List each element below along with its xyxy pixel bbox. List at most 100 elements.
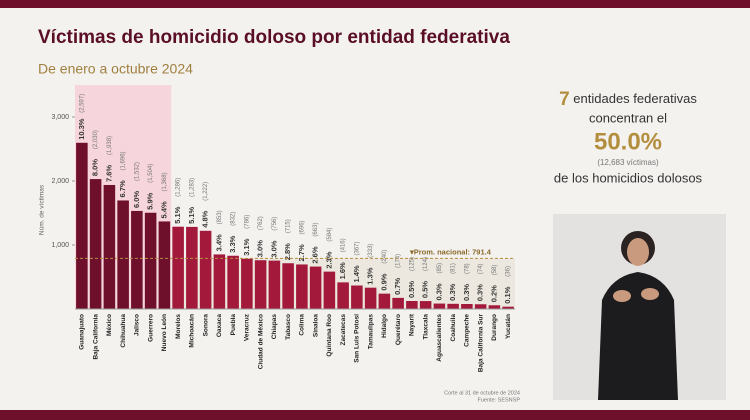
bar	[254, 260, 267, 309]
percent-label: 7.6%	[104, 165, 113, 182]
percent-label: 2.7%	[297, 244, 306, 261]
x-tick-label: San Luis Potosí	[354, 314, 361, 363]
value-label: (696)	[299, 220, 305, 234]
bar	[131, 210, 143, 309]
bar	[488, 305, 501, 309]
bar	[172, 226, 184, 309]
percent-label: 10.3%	[77, 118, 86, 140]
y-tick-label: 3,000	[51, 114, 69, 121]
value-label: (1,696)	[121, 151, 127, 170]
bar	[502, 306, 514, 309]
bar	[76, 142, 88, 309]
x-tick-label: Tamaulipas	[367, 314, 374, 350]
x-tick-label: Yucatán	[505, 314, 512, 339]
percent-label: 3.4%	[214, 234, 223, 251]
x-tick-label: Michoacán	[189, 314, 196, 348]
value-label: (78)	[464, 263, 470, 274]
bar	[378, 293, 391, 309]
percent-label: 3.0%	[256, 240, 265, 257]
value-label: (2,597)	[79, 94, 85, 113]
percent-label: 1.3%	[366, 267, 375, 284]
bar	[296, 264, 308, 309]
side-text: concentran el	[589, 110, 667, 125]
bar	[117, 200, 129, 309]
percent-label: 0.9%	[379, 273, 388, 290]
bar	[158, 221, 171, 309]
bar	[447, 303, 459, 309]
value-label: (240)	[382, 250, 388, 264]
x-tick-label: Hidalgo	[381, 314, 388, 338]
x-tick-label: Aguascalientes	[436, 314, 443, 362]
value-label: (853)	[217, 210, 223, 224]
percent-label: 0.3%	[462, 284, 471, 301]
percent-label: 2.8%	[283, 243, 292, 260]
percent-label: 3.0%	[269, 240, 278, 257]
percent-label: 8.0%	[91, 159, 100, 176]
bar	[309, 266, 322, 309]
percent-label: 2.6%	[311, 246, 320, 263]
bar	[406, 301, 418, 309]
side-share: 50.0%	[594, 128, 662, 155]
value-label: (1,504)	[148, 164, 154, 183]
x-tick-label: Sonora	[202, 314, 209, 337]
x-tick-label: Chihuahua	[120, 314, 127, 348]
value-label: (2,030)	[93, 130, 99, 149]
bar	[364, 287, 377, 309]
bar	[323, 271, 336, 309]
value-label: (715)	[286, 219, 292, 233]
x-tick-label: Baja California Sur	[477, 314, 484, 373]
side-text: de los homicidios dolosos	[554, 170, 703, 185]
side-text: entidades federativas	[573, 91, 697, 106]
x-tick-label: Nuevo León	[161, 314, 168, 351]
note: Fuente: SESNSP	[478, 397, 521, 403]
chart-title: Víctimas de homicidio doloso por entidad…	[38, 27, 510, 48]
percent-label: 5.1%	[187, 206, 196, 223]
percent-label: 0.3%	[448, 283, 457, 300]
x-tick-label: Guanajuato	[79, 314, 86, 350]
x-tick-label: Oaxaca	[216, 314, 223, 338]
x-tick-label: Morelos	[175, 314, 182, 339]
side-line: 7 entidades federativas	[559, 89, 697, 110]
value-label: (663)	[313, 223, 319, 237]
percent-label: 5.4%	[159, 201, 168, 218]
x-tick-label: Sinaloa	[312, 314, 319, 338]
chart-subtitle: De enero a octubre 2024	[38, 61, 193, 77]
value-label: (762)	[258, 216, 264, 230]
bar	[392, 297, 404, 309]
percent-label: 0.3%	[434, 283, 443, 300]
side-count: 7	[559, 89, 570, 110]
x-tick-label: Tlaxcala	[422, 314, 429, 340]
value-label: (36)	[506, 266, 512, 277]
bar	[103, 184, 116, 309]
reference-label: ▾Prom. nacional: 791.4	[409, 247, 492, 256]
y-tick-label: 2,000	[51, 178, 69, 185]
percent-label: 1.6%	[338, 262, 347, 279]
bar	[89, 179, 102, 309]
percent-label: 3.1%	[242, 238, 251, 255]
bar	[268, 260, 281, 309]
bar	[474, 304, 487, 309]
value-label: (1,286)	[176, 178, 182, 197]
percent-label: 0.7%	[393, 277, 402, 294]
bar	[351, 285, 363, 309]
value-label: (125)	[409, 257, 415, 271]
value-label: (174)	[396, 254, 402, 268]
value-label: (1,532)	[134, 162, 140, 181]
percent-label: 0.5%	[407, 281, 416, 298]
top-band	[0, 0, 750, 8]
x-tick-label: Tabasco	[285, 314, 292, 340]
x-tick-label: Guerrero	[147, 314, 154, 342]
percent-label: 0.2%	[489, 285, 498, 302]
percent-label: 0.5%	[421, 281, 430, 298]
x-tick-label: Coahuila	[450, 314, 457, 342]
value-label: (832)	[231, 212, 237, 226]
value-label: (1,283)	[189, 178, 195, 197]
value-label: (58)	[492, 265, 498, 276]
percent-label: 6.0%	[132, 191, 141, 208]
bar	[144, 212, 157, 309]
x-tick-label: Campeche	[464, 314, 471, 347]
bar	[282, 263, 294, 309]
x-tick-label: Jalisco	[134, 314, 141, 336]
x-tick-label: Nayarit	[409, 313, 416, 336]
